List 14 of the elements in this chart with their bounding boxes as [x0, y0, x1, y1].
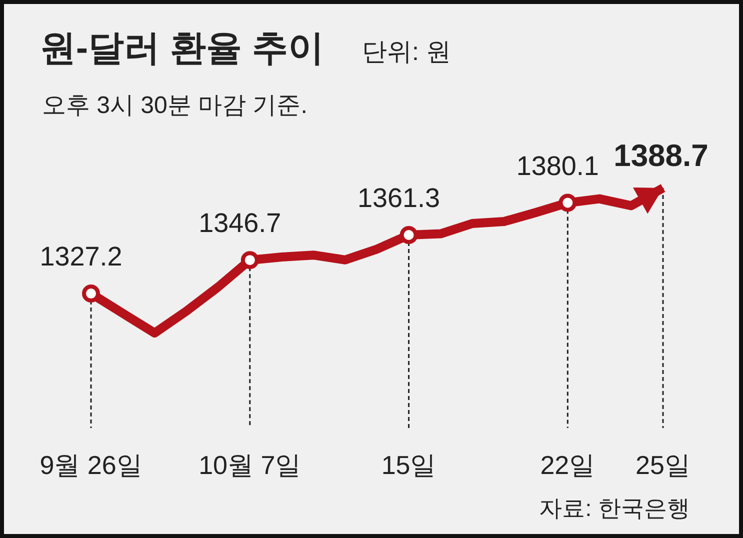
value-label: 1346.7: [198, 208, 282, 238]
value-label: 1388.7: [614, 138, 708, 173]
value-label: 1380.1: [516, 150, 599, 181]
value-label: 1327.2: [40, 242, 122, 272]
xtick: 15일: [381, 450, 436, 480]
xtick: 9월 26일: [40, 450, 142, 480]
subtitle: 오후 3시 30분 마감 기준.: [42, 92, 308, 119]
ylabel: 단위: 원: [362, 38, 451, 66]
title: 원-달러 환율 추이: [40, 27, 324, 68]
xtick: 10월 7일: [198, 450, 302, 480]
xtick: 22일: [540, 450, 596, 480]
xtick: 25일: [636, 450, 690, 480]
value-label: 1361.3: [357, 183, 440, 214]
annotation: 자료: 한국은행: [539, 495, 690, 521]
